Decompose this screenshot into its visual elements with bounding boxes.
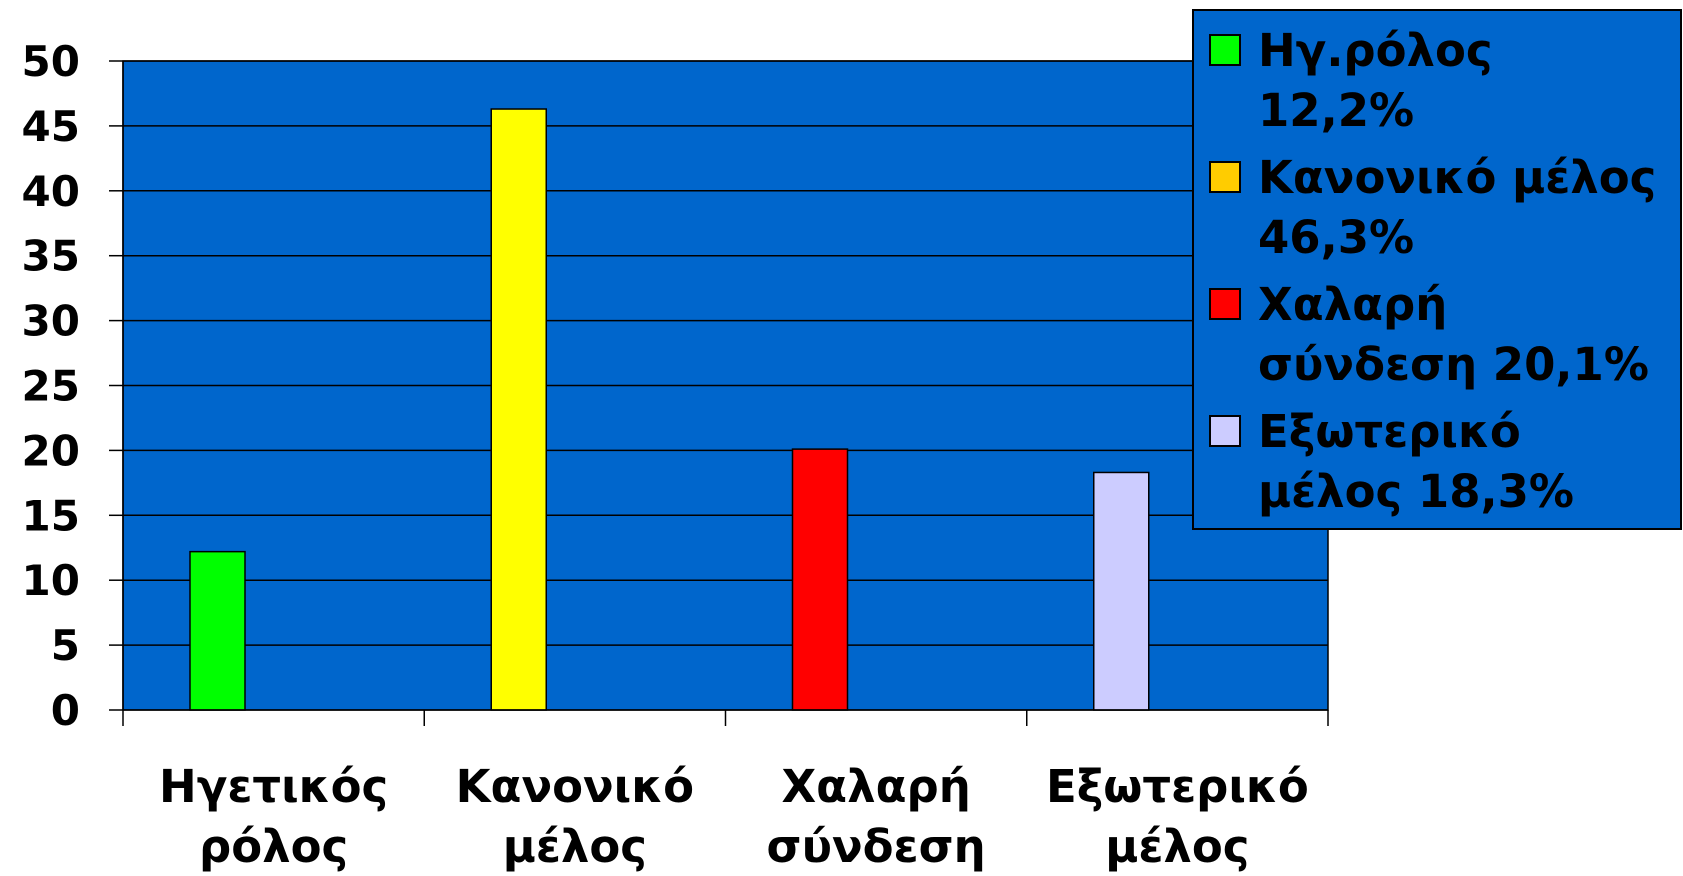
y-tick-label: 15 (22, 491, 80, 540)
x-tick-label: ρόλος (199, 820, 348, 873)
legend-swatch (1209, 415, 1241, 447)
legend-label: Ηγ.ρόλος (1258, 24, 1493, 77)
y-tick-label: 20 (22, 426, 80, 475)
y-tick-label: 0 (51, 686, 80, 735)
bar (1093, 471, 1150, 711)
legend-label: Χαλαρή (1258, 278, 1447, 331)
bar (490, 108, 547, 711)
y-tick-label: 45 (22, 102, 80, 151)
y-tick-label: 30 (22, 297, 80, 346)
y-tick-label: 5 (51, 621, 80, 670)
y-tick-label: 35 (22, 232, 80, 281)
legend-swatch (1209, 34, 1241, 66)
x-tick-label: Εξωτερικό (1046, 760, 1309, 813)
x-tick-label: Κανονικό (456, 760, 694, 813)
y-axis: 0 5 10 15 20 25 30 35 40 45 50 (22, 37, 124, 735)
x-tick-label: Χαλαρή (781, 760, 970, 813)
legend-label: Εξωτερικό (1258, 405, 1521, 458)
legend-swatch (1209, 161, 1241, 193)
y-tick-label: 50 (22, 37, 80, 86)
legend-label: μέλος 18,3% (1258, 465, 1574, 518)
legend: Ηγ.ρόλος 12,2% Κανονικό μέλος 46,3% Χαλαρή σύ… (1192, 9, 1682, 530)
y-tick-label: 25 (22, 362, 80, 411)
x-tick-label: μέλος (503, 820, 647, 873)
legend-swatch (1209, 288, 1241, 320)
y-tick-label: 10 (22, 556, 80, 605)
x-axis: Ηγετικός ρόλος Κανονικό μέλος Χαλαρή σύνδεση Ε… (122, 709, 1329, 873)
x-tick-label: σύνδεση (767, 820, 986, 873)
y-tick-label: 40 (22, 167, 80, 216)
bar (791, 448, 849, 711)
x-tick-label: μέλος (1105, 820, 1249, 873)
legend-label: Κανονικό μέλος (1258, 151, 1656, 204)
legend-box (1192, 9, 1682, 530)
legend-label: 12,2% (1258, 84, 1414, 137)
x-tick-label: Ηγετικός (159, 760, 388, 813)
legend-label: σύνδεση 20,1% (1258, 338, 1649, 391)
bar (189, 550, 246, 711)
legend-label: 46,3% (1258, 211, 1414, 264)
